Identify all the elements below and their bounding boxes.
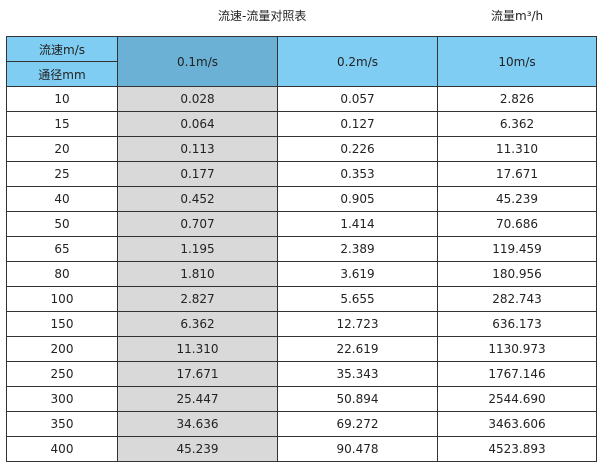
table-row: 10 0.028 0.057 2.826 — [6, 86, 597, 112]
diameter-cell: 65 — [6, 236, 118, 262]
flow-cell: 5.655 — [277, 286, 438, 312]
flow-cell: 50.894 — [277, 386, 438, 412]
table-row: 400 45.239 90.478 4523.893 — [6, 436, 597, 462]
table-row: 25 0.177 0.353 17.671 — [6, 161, 597, 187]
table-row: 350 34.636 69.272 3463.606 — [6, 411, 597, 437]
diameter-cell: 100 — [6, 286, 118, 312]
flow-cell: 1767.146 — [437, 361, 597, 387]
flow-cell: 17.671 — [437, 161, 597, 187]
flow-cell: 17.671 — [117, 361, 278, 387]
diameter-cell: 50 — [6, 211, 118, 237]
flow-cell: 3463.606 — [437, 411, 597, 437]
table-row: 15 0.064 0.127 6.362 — [6, 111, 597, 137]
diameter-cell: 400 — [6, 436, 118, 462]
flow-cell: 6.362 — [117, 311, 278, 337]
flow-cell: 0.905 — [277, 186, 438, 212]
diameter-header: 通径mm — [6, 61, 118, 87]
column-header: 10m/s — [437, 36, 597, 87]
flow-cell: 0.707 — [117, 211, 278, 237]
flow-cell: 0.127 — [277, 111, 438, 137]
flow-cell: 0.452 — [117, 186, 278, 212]
diameter-cell: 25 — [6, 161, 118, 187]
flow-cell: 0.113 — [117, 136, 278, 162]
flow-cell: 22.619 — [277, 336, 438, 362]
flow-cell: 6.362 — [437, 111, 597, 137]
flow-cell: 1.414 — [277, 211, 438, 237]
flow-cell: 1.195 — [117, 236, 278, 262]
flow-cell: 45.239 — [117, 436, 278, 462]
flow-cell: 0.177 — [117, 161, 278, 187]
table-row: 200 11.310 22.619 1130.973 — [6, 336, 597, 362]
flow-cell: 34.636 — [117, 411, 278, 437]
column-header: 0.1m/s — [117, 36, 278, 87]
flow-cell: 69.272 — [277, 411, 438, 437]
flow-table: 流速m/s 0.1m/s 0.2m/s 10m/s 通径mm 10 0.028 0.… — [6, 36, 597, 462]
table-row: 300 25.447 50.894 2544.690 — [6, 386, 597, 412]
flow-cell: 45.239 — [437, 186, 597, 212]
flow-cell: 119.459 — [437, 236, 597, 262]
flow-cell: 282.743 — [437, 286, 597, 312]
diameter-cell: 80 — [6, 261, 118, 287]
diameter-cell: 300 — [6, 386, 118, 412]
flow-cell: 35.343 — [277, 361, 438, 387]
diameter-cell: 10 — [6, 86, 118, 112]
unit-label: 流量m³/h — [491, 9, 544, 23]
diameter-cell: 40 — [6, 186, 118, 212]
flow-cell: 0.353 — [277, 161, 438, 187]
table-row: 80 1.810 3.619 180.956 — [6, 261, 597, 287]
table-title: 流速-流量对照表 — [218, 9, 307, 23]
diameter-cell: 150 — [6, 311, 118, 337]
table-row: 20 0.113 0.226 11.310 — [6, 136, 597, 162]
flow-cell: 0.064 — [117, 111, 278, 137]
flow-cell: 3.619 — [277, 261, 438, 287]
diameter-cell: 20 — [6, 136, 118, 162]
speed-header: 流速m/s — [6, 36, 118, 62]
diameter-cell: 200 — [6, 336, 118, 362]
table-row: 65 1.195 2.389 119.459 — [6, 236, 597, 262]
flow-cell: 2544.690 — [437, 386, 597, 412]
flow-cell: 25.447 — [117, 386, 278, 412]
flow-cell: 1130.973 — [437, 336, 597, 362]
flow-cell: 11.310 — [437, 136, 597, 162]
table-row: 250 17.671 35.343 1767.146 — [6, 361, 597, 387]
flow-cell: 2.827 — [117, 286, 278, 312]
diameter-cell: 250 — [6, 361, 118, 387]
column-header: 0.2m/s — [277, 36, 438, 87]
flow-cell: 11.310 — [117, 336, 278, 362]
flow-cell: 2.826 — [437, 86, 597, 112]
table-row: 50 0.707 1.414 70.686 — [6, 211, 597, 237]
flow-cell: 180.956 — [437, 261, 597, 287]
flow-cell: 90.478 — [277, 436, 438, 462]
table-row: 40 0.452 0.905 45.239 — [6, 186, 597, 212]
flow-cell: 0.226 — [277, 136, 438, 162]
table-row: 100 2.827 5.655 282.743 — [6, 286, 597, 312]
flow-cell: 4523.893 — [437, 436, 597, 462]
flow-cell: 636.173 — [437, 311, 597, 337]
flow-cell: 70.686 — [437, 211, 597, 237]
flow-cell: 12.723 — [277, 311, 438, 337]
diameter-cell: 15 — [6, 111, 118, 137]
flow-cell: 1.810 — [117, 261, 278, 287]
table-row: 150 6.362 12.723 636.173 — [6, 311, 597, 337]
flow-cell: 0.057 — [277, 86, 438, 112]
flow-cell: 2.389 — [277, 236, 438, 262]
flow-cell: 0.028 — [117, 86, 278, 112]
diameter-cell: 350 — [6, 411, 118, 437]
